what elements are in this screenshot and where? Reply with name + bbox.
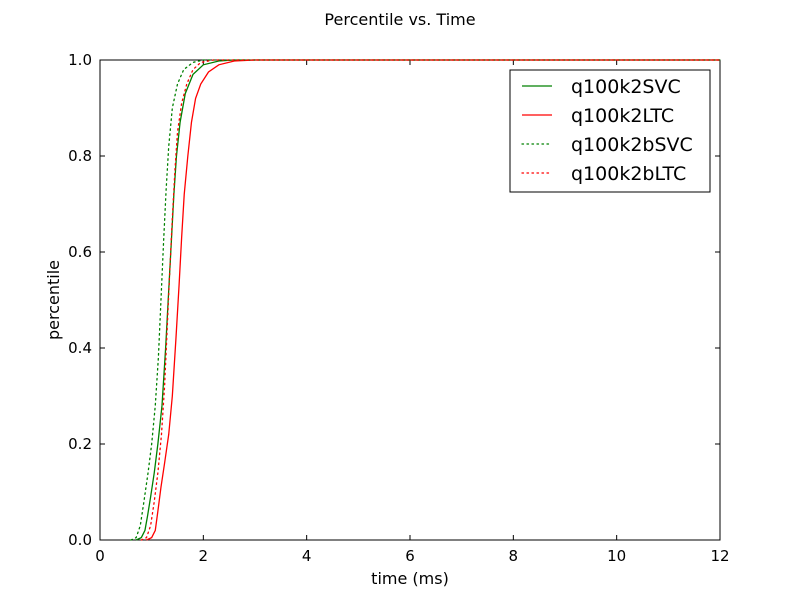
y-tick-label: 1.0: [68, 51, 92, 69]
legend-box: [509, 69, 711, 193]
series-line-q100k2bLTC: [140, 59, 721, 541]
series-line-q100k2LTC: [146, 59, 720, 541]
x-tick-label: 6: [405, 547, 415, 565]
legend: q100k2SVC q100k2LTC q100k2bSVC q100k2bLTC: [509, 69, 711, 193]
y-tick-label: 0.4: [68, 339, 92, 357]
series-line-q100k2bSVC: [130, 59, 721, 541]
y-tick-label: 0.2: [68, 435, 92, 453]
x-tick-label: 4: [302, 547, 312, 565]
y-axis: 0.0 0.2 0.4 0.6 0.8 1.0: [68, 51, 720, 549]
x-tick-label: 12: [710, 547, 729, 565]
y-tick-label: 0.0: [68, 531, 92, 549]
series-line-q100k2SVC: [135, 59, 720, 541]
y-tick-label: 0.8: [68, 147, 92, 165]
x-tick-label: 10: [607, 547, 626, 565]
x-tick-label: 8: [509, 547, 519, 565]
x-tick-label: 0: [95, 547, 105, 565]
chart-title: Percentile vs. Time: [324, 10, 475, 29]
legend-label-q100k2bLTC: q100k2bLTC: [571, 163, 686, 185]
x-axis-label: time (ms): [371, 569, 449, 588]
x-axis: 0 2 4 6 8 10 12: [95, 60, 730, 565]
y-axis-label: percentile: [44, 260, 63, 340]
x-tick-label: 2: [199, 547, 209, 565]
y-tick-label: 0.6: [68, 243, 92, 261]
series-layer: [130, 59, 721, 541]
legend-label-q100k2LTC: q100k2LTC: [571, 105, 674, 127]
legend-label-q100k2SVC: q100k2SVC: [571, 76, 681, 98]
legend-label-q100k2bSVC: q100k2bSVC: [571, 134, 693, 156]
